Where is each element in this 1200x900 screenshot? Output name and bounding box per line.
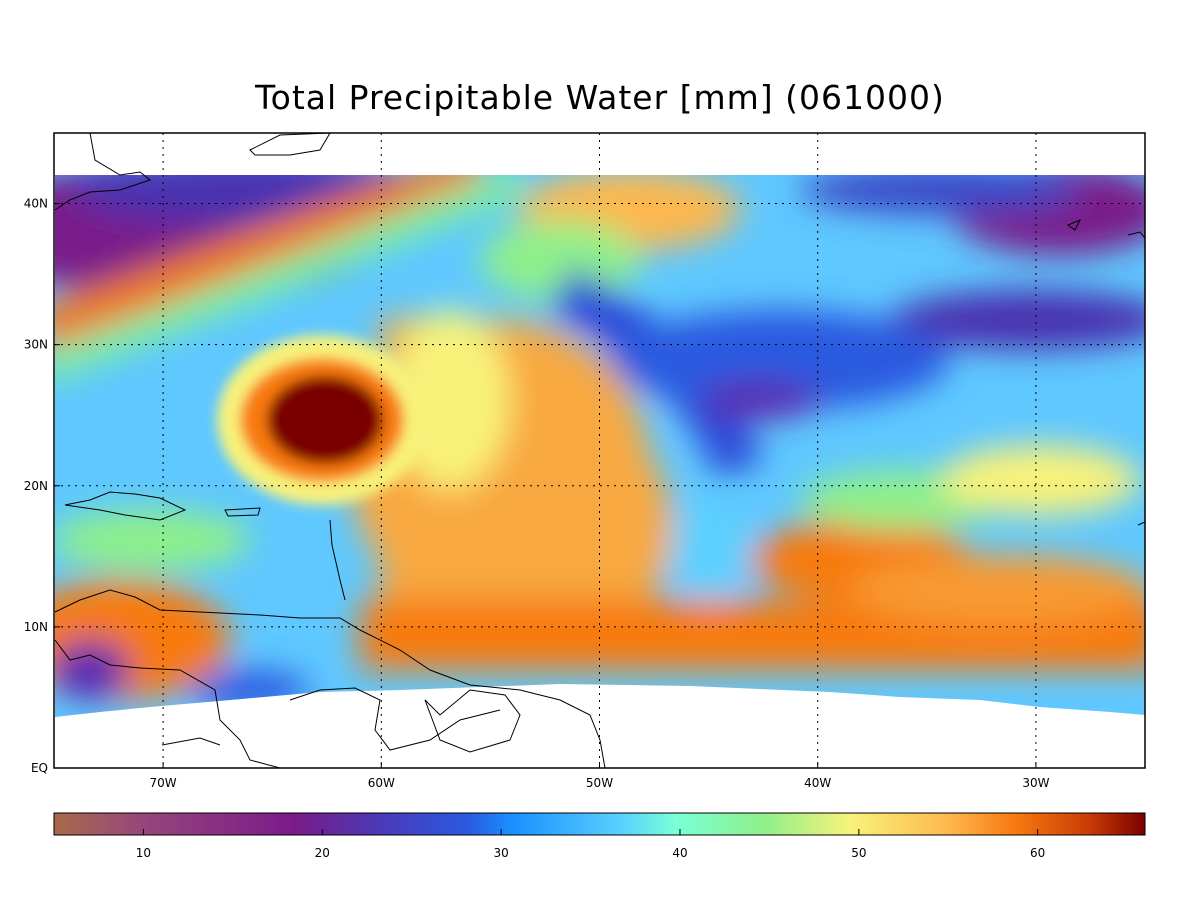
map-title: Total Precipitable Water [mm] (061000) bbox=[255, 78, 945, 117]
colorbar-ticks: 10 20 30 40 50 60 bbox=[136, 829, 1045, 860]
lat-tick-label: EQ bbox=[31, 761, 48, 775]
coastlines bbox=[54, 133, 1145, 768]
colorbar-tick-label: 50 bbox=[851, 846, 866, 860]
colorbar-tick-label: 30 bbox=[493, 846, 508, 860]
colorbar-tick-label: 10 bbox=[136, 846, 151, 860]
colorbar-tick-label: 60 bbox=[1030, 846, 1045, 860]
colorbar-tick-label: 40 bbox=[672, 846, 687, 860]
lon-tick-label: 60W bbox=[368, 776, 395, 790]
axis-labels: 70W 60W 50W 40W 30W EQ 10N 20N 30N 40N bbox=[24, 197, 1050, 790]
lon-tick-label: 40W bbox=[804, 776, 831, 790]
lat-tick-label: 30N bbox=[24, 338, 48, 352]
lat-tick-label: 20N bbox=[24, 479, 48, 493]
lon-tick-label: 70W bbox=[150, 776, 177, 790]
lat-tick-label: 40N bbox=[24, 197, 48, 211]
colorbar-tick-label: 20 bbox=[315, 846, 330, 860]
tpw-field bbox=[55, 175, 1145, 717]
lon-tick-label: 30W bbox=[1022, 776, 1049, 790]
lat-tick-label: 10N bbox=[24, 620, 48, 634]
colorbar: 10 20 30 40 50 60 bbox=[53, 812, 1146, 860]
colorbar-gradient bbox=[53, 812, 1146, 836]
graticule bbox=[54, 133, 1145, 769]
lon-tick-label: 50W bbox=[586, 776, 613, 790]
